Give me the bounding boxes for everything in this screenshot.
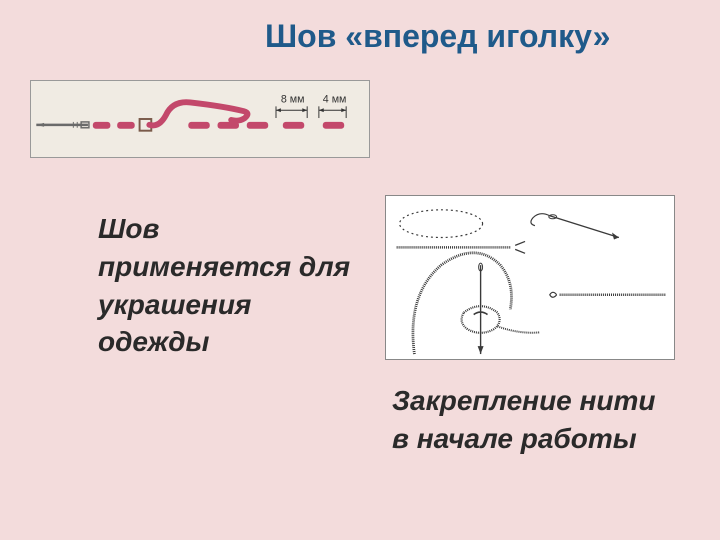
- caption-line-1: Закрепление нити: [392, 385, 656, 416]
- dimension-label-2: 4 мм: [323, 93, 347, 105]
- caption-line-2: в начале работы: [392, 423, 637, 454]
- stitch-illustration: 8 мм 4 мм: [30, 80, 370, 158]
- page-title: Шов «вперед иголку»: [265, 18, 610, 55]
- description-text: Шов применяется для украшения одежды: [98, 210, 358, 361]
- caption-text: Закрепление нити в начале работы: [392, 382, 692, 458]
- dimension-label-1: 8 мм: [281, 93, 305, 105]
- thread-fixing-illustration: [385, 195, 675, 360]
